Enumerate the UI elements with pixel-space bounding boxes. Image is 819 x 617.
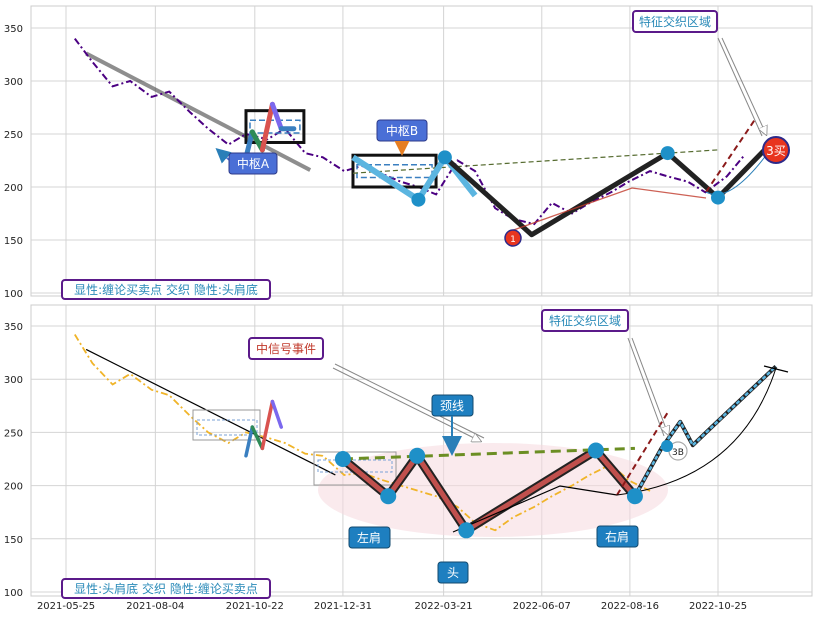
y-tick-label: 100 [4,588,23,599]
top-curve-arc [705,149,771,195]
bottom-hs-points [334,442,643,539]
top-callout-zhongshu-b: 中枢B [376,119,428,156]
stroke-segment [270,399,283,429]
pivot-point [411,192,426,207]
stroke-segment [351,154,478,203]
x-tick-label: 2022-10-25 [689,601,747,612]
pivot-point [437,150,452,165]
bottom-breakout-red-dash [616,411,669,496]
y-tick-label: 250 [4,130,23,141]
bottom-legend-text: 显性:头肩底 交织 隐性:缠论买卖点 [74,581,258,596]
hs-point [409,447,426,464]
top-brown-dashed-line [705,117,757,193]
bottom-y-axis: 100 150 200 250 300 350 [4,322,23,599]
bottom-breakout-line-colored [633,365,777,497]
bottom-faint-box-b [313,451,397,486]
pivot-point [660,146,675,161]
y-tick-label: 150 [4,236,23,247]
bottom-price-series [74,334,651,532]
y-tick-label: 300 [4,375,23,386]
top-legend-text: 显性:缠论买卖点 交织 隐性:头肩底 [74,282,258,297]
x-tick-label: 2022-08-16 [601,601,659,612]
top-callout-zhongshu-a: 中枢A [215,148,278,175]
bottom-head-label: 头 [447,566,459,580]
y-tick-label: 350 [4,322,23,333]
top-callout-feature-zone: 特征交织区域 [632,10,766,136]
bottom-callout-neckline: 颈线 [431,394,474,456]
bottom-end-tick [763,365,789,373]
top-price-series [74,37,746,226]
hs-point [626,488,643,505]
top-pivot-points [411,146,725,207]
x-tick-label: 2021-08-04 [126,601,184,612]
top-gridlines [31,6,812,296]
bottom-callout-left-shoulder: 左肩 [348,526,391,549]
y-tick-label: 350 [4,24,23,35]
y-tick-label: 200 [4,183,23,194]
bottom-callout-mid-signal: 中信号事件 [248,337,485,441]
y-tick-label: 200 [4,482,23,493]
top-zhongshu-b-label: 中枢B [386,123,418,138]
top-feature-zone-label: 特征交织区域 [639,14,711,29]
bottom-curve-arc [616,367,777,496]
hs-point [587,442,604,459]
x-tick-label: 2022-03-21 [415,601,473,612]
stroke-segment [269,101,284,132]
hs-point [458,522,475,539]
bottom-neckline-label: 颈线 [440,399,464,413]
bottom-callout-feature-zone: 特征交织区域 [541,309,668,436]
bottom-mid-signal-label: 中信号事件 [256,341,316,356]
y-tick-label: 300 [4,77,23,88]
bottom-inner-black-line [452,485,618,533]
bottom-faint-box-a-inner [196,419,258,436]
stroke-segment [244,425,255,458]
top-3buy-marker [762,136,790,164]
top-panel: 100 150 200 250 300 350 3买 1 中枢A [4,5,813,300]
top-1buy-label: 1 [510,235,516,245]
x-tick-label: 2021-10-22 [226,601,284,612]
stroke-segment [260,399,275,451]
x-tick-label: 2021-12-31 [314,601,372,612]
top-zhongshu-a-label: 中枢A [237,156,270,171]
bottom-callout-right-shoulder: 右肩 [596,525,639,548]
bottom-faint-box-a [192,409,261,441]
bottom-pattern-ellipse [318,443,668,537]
top-neckline [352,149,719,174]
bottom-neckline [342,446,635,461]
bottom-x-axis: 2021-05-25 2021-08-04 2021-10-22 2021-12-31… [37,601,747,612]
top-plot-area [30,5,813,297]
bottom-3b-label: 3B [672,448,684,458]
top-y-axis: 100 150 200 250 300 350 [4,24,23,300]
y-tick-label: 100 [4,289,23,300]
x-tick-label: 2022-06-07 [513,601,571,612]
bottom-3b-dot [661,440,673,452]
y-tick-label: 150 [4,535,23,546]
pivot-point [711,190,725,205]
stroke-segment [259,101,275,153]
bottom-legend-box: 显性:头肩底 交织 隐性:缠论买卖点 [61,578,271,599]
top-trend-line [85,51,312,172]
zhongshu-inner-box [356,163,433,179]
bottom-left-shoulder-label: 左肩 [357,530,381,545]
top-legend-box: 显性:缠论买卖点 交织 隐性:头肩底 [61,279,271,300]
bottom-feature-zone-label: 特征交织区域 [549,313,621,328]
bottom-right-shoulder-label: 右肩 [605,529,629,544]
bottom-trend-line [85,348,336,476]
top-3buy-label: 3买 [766,144,786,158]
stroke-segment [250,425,265,451]
x-tick-label: 2021-05-25 [37,601,95,612]
hs-point [334,451,351,467]
bottom-callout-head: 头 [437,561,469,584]
bottom-hs-line [341,448,637,533]
zhongshu-inner-box [249,119,301,134]
top-red-overlay-line [507,187,707,233]
top-1buy-marker [504,229,522,247]
hs-point [380,488,397,505]
y-tick-label: 250 [4,428,23,439]
bottom-strokes [244,399,283,458]
